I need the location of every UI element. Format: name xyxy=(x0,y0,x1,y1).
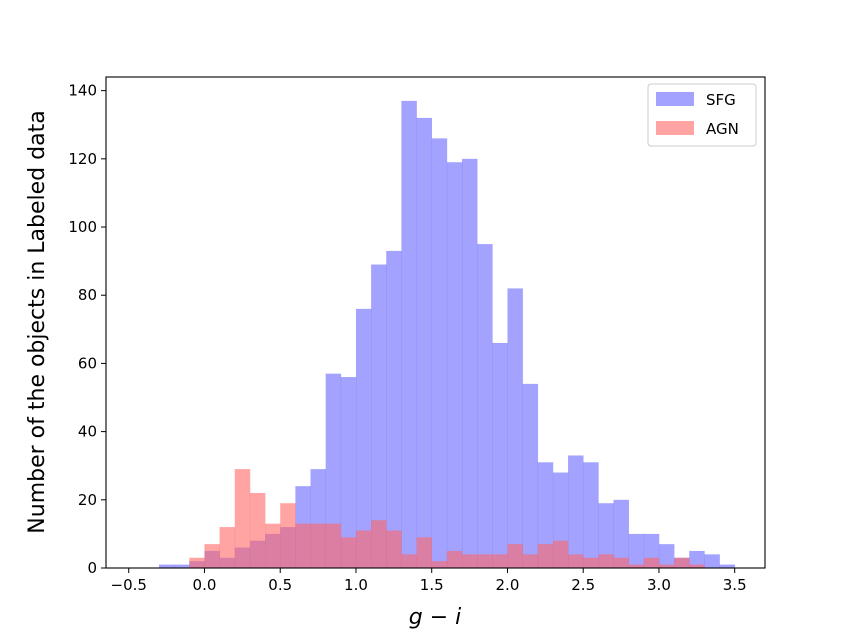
x-tick-label: 2.0 xyxy=(496,576,520,594)
agn-bar xyxy=(674,557,690,568)
sfg-bar xyxy=(507,288,523,568)
agn-bar xyxy=(416,537,433,568)
sfg-bar xyxy=(658,544,675,568)
agn-bar xyxy=(386,530,402,568)
legend: SFG AGN xyxy=(647,83,757,147)
agn-bar xyxy=(522,554,539,568)
sfg-bar xyxy=(431,138,448,569)
sfg-bar xyxy=(462,158,478,568)
agn-bar xyxy=(446,550,463,568)
agn-bar xyxy=(462,554,478,568)
agn-bar xyxy=(355,530,372,568)
agn-bar xyxy=(265,523,281,568)
x-tick-label: 0.5 xyxy=(268,576,292,594)
agn-bar xyxy=(310,523,326,568)
y-tick-label: 80 xyxy=(78,286,97,304)
agn-bar xyxy=(477,554,493,568)
sfg-bar xyxy=(159,564,175,568)
agn-bar xyxy=(249,492,266,568)
sfg-bar xyxy=(477,244,493,568)
x-tick-label: 3.0 xyxy=(647,576,671,594)
agn-bar xyxy=(204,544,220,568)
sfg-bar xyxy=(355,308,372,568)
sfg-bar xyxy=(371,264,387,568)
agn-bar xyxy=(658,564,675,568)
agn-bar xyxy=(280,503,296,568)
sfg-bar xyxy=(401,100,417,569)
x-tick-label: 1.5 xyxy=(420,576,444,594)
y-tick-label: 20 xyxy=(78,491,97,509)
agn-bar xyxy=(689,564,705,568)
sfg-bar xyxy=(416,117,433,569)
sfg-bar xyxy=(537,462,554,568)
sfg-bar xyxy=(598,503,614,568)
y-tick-label: 60 xyxy=(78,354,97,372)
agn-bar xyxy=(401,554,417,568)
sfg-bar xyxy=(522,383,539,569)
agn-bar xyxy=(295,523,311,568)
sfg-bar xyxy=(386,250,402,568)
y-axis-label: Number of the objects in Labeled data xyxy=(25,110,50,533)
legend-label-sfg: SFG xyxy=(706,91,736,109)
sfg-bar xyxy=(325,373,342,568)
agn-bar xyxy=(552,540,569,568)
y-tick-label: 140 xyxy=(68,82,97,100)
sfg-bar xyxy=(446,162,463,569)
y-tick-label: 40 xyxy=(78,423,97,441)
agn-bar xyxy=(219,527,236,568)
x-tick-label: 3.5 xyxy=(723,576,747,594)
x-axis-ticks: −0.5 0.0 0.5 1.0 1.5 2.0 2.5 3.0 3.5 xyxy=(111,568,747,594)
x-tick-label: 0.0 xyxy=(193,576,217,594)
y-axis-ticks: 0 20 40 60 80 100 120 140 xyxy=(68,82,106,577)
agn-bar xyxy=(325,523,342,568)
agn-bar xyxy=(643,557,660,568)
x-tick-label: −0.5 xyxy=(111,576,147,594)
agn-bar xyxy=(189,557,205,568)
x-tick-label: 1.0 xyxy=(344,576,368,594)
legend-swatch-sfg xyxy=(656,92,694,106)
agn-bar xyxy=(371,520,387,568)
sfg-bar xyxy=(704,554,720,568)
agn-bar xyxy=(598,554,614,568)
sfg-bar xyxy=(492,342,508,568)
agn-bar xyxy=(613,557,629,568)
sfg-bar xyxy=(628,533,645,568)
legend-label-agn: AGN xyxy=(706,120,739,138)
x-axis-label: g − i xyxy=(409,605,462,630)
agn-bar xyxy=(628,564,645,568)
plot-frame xyxy=(105,76,766,569)
sfg-bar xyxy=(583,462,599,568)
agn-bar xyxy=(568,554,584,568)
sfg-bar xyxy=(719,564,735,568)
agn-bar xyxy=(583,557,599,568)
agn-bar xyxy=(507,544,523,568)
y-tick-label: 120 xyxy=(68,150,97,168)
agn-bar xyxy=(340,537,357,568)
agn-bar xyxy=(234,469,251,568)
agn-bar xyxy=(537,544,554,568)
y-tick-label: 0 xyxy=(87,559,97,577)
sfg-bar xyxy=(613,499,629,568)
agn-bar xyxy=(492,554,508,568)
sfg-bar xyxy=(689,550,705,568)
agn-bar xyxy=(431,561,448,568)
y-tick-label: 100 xyxy=(68,218,97,236)
sfg-bar xyxy=(568,455,584,568)
sfg-bar xyxy=(340,377,357,568)
agn-bars xyxy=(189,469,705,568)
sfg-bar xyxy=(174,564,190,568)
x-tick-label: 2.5 xyxy=(571,576,595,594)
legend-swatch-agn xyxy=(656,121,694,135)
